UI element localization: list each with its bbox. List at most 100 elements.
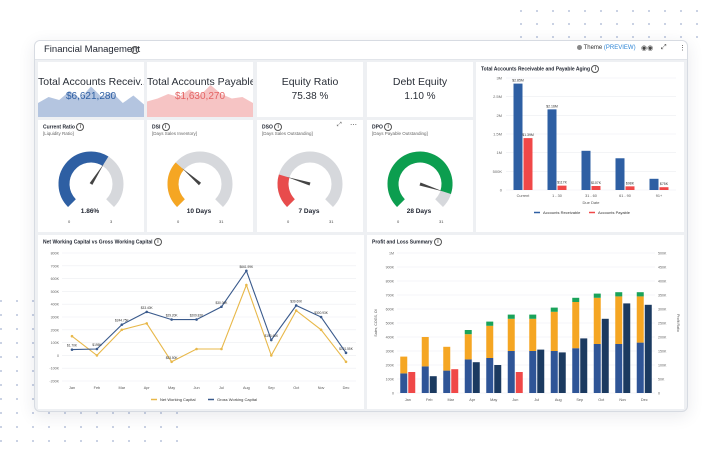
data-point <box>220 347 223 351</box>
y-tick-label: 800K <box>386 280 395 284</box>
stacked-bar <box>550 307 558 312</box>
gauge-card-dsi[interactable]: DSI i [Days Sales Inventory] 10 Days 0 3… <box>147 120 253 232</box>
pl-summary-card[interactable]: Profit and Loss Summary i 0 100K 200K 300K 4… <box>367 235 684 409</box>
data-label: $29.20K <box>166 314 179 318</box>
data-point <box>245 269 248 273</box>
expand-icon[interactable]: ⤢ <box>661 44 667 51</box>
info-icon[interactable]: i <box>433 238 442 246</box>
y-tick-label: 700K <box>386 294 395 298</box>
decor-dots-bottom-left <box>0 300 200 455</box>
stacked-bar <box>507 351 515 393</box>
x-tick-label: Current <box>517 194 531 198</box>
gauge-value: 10 Days <box>186 208 212 215</box>
stacked-bar <box>572 302 580 349</box>
y2-tick-label: 50K <box>658 378 665 382</box>
y-tick-label: 400K <box>386 336 395 340</box>
gauge-card-current-ratio[interactable]: Current Ratio i [Liquidity Ratio] 1.86% … <box>38 120 144 232</box>
stacked-bar <box>400 373 408 393</box>
x-tick-label: Feb <box>94 386 101 390</box>
more-icon[interactable]: ⋯ <box>350 122 357 129</box>
binoculars-icon[interactable]: ◉◉ <box>641 45 654 52</box>
dashboard-titlebar: Financial Management i Theme (PREVIEW) ◉… <box>35 41 687 60</box>
data-label: $209.82K <box>190 314 205 318</box>
y2-tick-label: 100K <box>658 364 667 368</box>
gauge-fill <box>387 151 453 207</box>
data-point <box>319 328 323 332</box>
y-axis-label: Sales, COGS, OI <box>374 309 378 336</box>
gauge-needle <box>89 163 104 185</box>
stacked-bar <box>615 292 623 297</box>
stacked-bar <box>529 351 537 393</box>
data-point <box>120 323 124 326</box>
kpi-title: Total Accounts Receiv... <box>38 76 144 88</box>
info-icon[interactable]: i <box>274 123 283 131</box>
info-icon[interactable]: i <box>591 65 600 73</box>
gauge-min: 0 <box>177 219 180 224</box>
bar <box>513 83 523 190</box>
data-point <box>344 360 348 364</box>
pl-summary-chart: 0 100K 200K 300K 400K 500K 600K 700K 800K 900K 1M 0… <box>374 252 680 403</box>
aging-chart: 0 500K 1M 1.5M 2M 2.5M 3M $2.85M $1.39M Current $2… <box>493 76 676 215</box>
data-label: $661.99K <box>240 265 255 269</box>
stacked-bar <box>400 356 408 374</box>
card-title: DPO i <box>372 123 393 131</box>
stacked-bar <box>507 318 515 351</box>
data-point <box>170 360 173 364</box>
card-title: Current Ratio i <box>43 123 85 131</box>
gauge-max: 3 <box>110 219 113 224</box>
x-tick-label: May <box>490 398 497 402</box>
y-tick-label: 800K <box>51 252 60 256</box>
data-label: $53.50K <box>166 356 179 360</box>
gauge-card-dpo[interactable]: DPO i [Days Payable Outstanding] 28 Days… <box>367 120 473 232</box>
stacked-bar <box>636 296 644 343</box>
x-tick-label: Feb <box>426 398 433 402</box>
info-icon[interactable]: i <box>153 238 162 246</box>
kpi-value: 1.10 % <box>404 91 436 102</box>
card-title: Net Working Capital vs Gross Working Cap… <box>43 238 162 246</box>
y-tick-label: 700K <box>51 264 60 268</box>
expand-icon[interactable]: ⤢ <box>337 122 342 128</box>
receivable-sparkline <box>38 86 144 117</box>
y-tick-label: 300K <box>386 350 395 354</box>
gauge-value: 7 Days <box>298 208 320 215</box>
working-capital-card[interactable]: Net Working Capital vs Gross Working Cap… <box>38 235 364 409</box>
stacked-bar <box>636 342 644 393</box>
gauge-value: 28 Days <box>406 208 432 215</box>
x-tick-label: Mar <box>119 386 126 390</box>
series-line <box>71 283 347 363</box>
x-tick-label: Apr <box>469 398 476 402</box>
kpi-card-payable[interactable]: Total Accounts Payable $1,630,270 <box>147 62 253 117</box>
more-icon[interactable]: ⋮ <box>679 45 686 52</box>
x-tick-label: Nov <box>318 386 325 390</box>
legend-label: Accounts Payable <box>598 210 631 215</box>
info-icon[interactable]: i <box>131 46 139 54</box>
info-icon[interactable]: i <box>384 123 393 131</box>
gauge-min: 0 <box>397 219 400 224</box>
aging-chart-card[interactable]: Total Accounts Receivable and Payable Ag… <box>476 62 684 232</box>
kpi-title: Total Accounts Payable <box>147 76 253 88</box>
data-label: $193.45K <box>264 334 279 338</box>
data-point <box>319 315 323 319</box>
loss-bar <box>451 369 459 393</box>
x-tick-label: Dec <box>641 398 648 402</box>
gauge-card-dso[interactable]: DSO i ⤢ ⋯ [Days Sales Outstanding] 7 Day… <box>257 120 363 232</box>
x-tick-label: Mar <box>447 398 454 402</box>
kpi-card-equity-ratio[interactable]: Equity Ratio 75.38 % <box>257 62 363 117</box>
info-icon[interactable]: i <box>76 123 85 131</box>
dashboard-window: Financial Management i Theme (PREVIEW) ◉… <box>34 40 688 412</box>
x-tick-label: Aug <box>555 398 562 402</box>
card-subtitle: [Days Sales Inventory] <box>152 131 198 136</box>
data-point <box>294 304 298 307</box>
kpi-card-debt-equity[interactable]: Debt Equity 1.10 % <box>367 62 473 117</box>
x-tick-label: Jan <box>69 386 75 390</box>
gauge-fill <box>58 151 109 207</box>
kpi-value: $6,621,280 <box>65 91 117 102</box>
y2-tick-label: 300K <box>658 308 667 312</box>
info-icon[interactable]: i <box>161 123 170 131</box>
stacked-bar <box>593 293 601 298</box>
x-tick-label: Jul <box>219 386 224 390</box>
theme-selector[interactable]: Theme (PREVIEW) <box>577 45 636 51</box>
kpi-card-receivable[interactable]: Total Accounts Receiv... $6,621,280 <box>38 62 144 117</box>
stacked-bar <box>486 321 494 326</box>
y-tick-label: 0 <box>392 392 394 396</box>
